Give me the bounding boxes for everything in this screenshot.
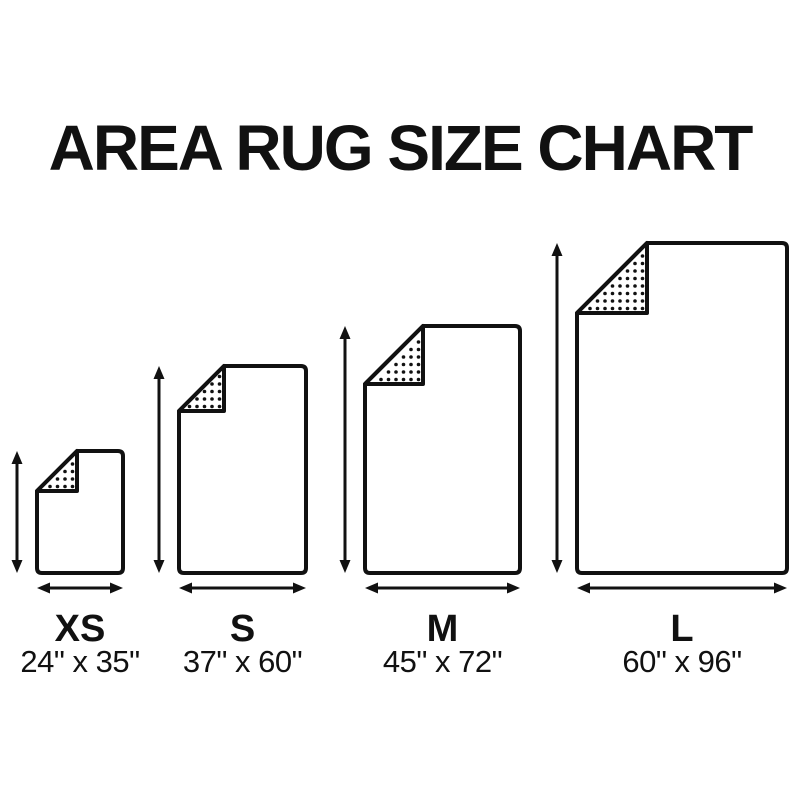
rug-outline bbox=[575, 241, 789, 575]
width-arrow bbox=[365, 582, 520, 594]
fold-flap bbox=[177, 364, 226, 413]
dimensions-label: 24" x 35" bbox=[20, 644, 139, 679]
size-label: M bbox=[427, 608, 459, 650]
dimensions-label: 45" x 72" bbox=[383, 644, 502, 679]
width-arrow bbox=[577, 582, 787, 594]
width-arrow bbox=[37, 582, 123, 594]
dimensions-label: 37" x 60" bbox=[183, 644, 302, 679]
width-arrow bbox=[179, 582, 306, 594]
rug-outline bbox=[177, 364, 308, 575]
height-arrow bbox=[551, 243, 563, 573]
height-arrow bbox=[153, 366, 165, 573]
fold-flap bbox=[575, 241, 649, 315]
size-label: XS bbox=[55, 608, 106, 650]
rug-group-l: L60" x 96" bbox=[551, 241, 789, 679]
fold-dots-pattern bbox=[379, 340, 421, 382]
fold-dots-pattern bbox=[187, 374, 222, 409]
size-label: L bbox=[670, 608, 693, 650]
height-arrow bbox=[11, 451, 23, 573]
height-arrow bbox=[339, 326, 351, 573]
rug-group-m: M45" x 72" bbox=[339, 324, 522, 679]
rug-outline bbox=[35, 449, 125, 575]
fold-dots-pattern bbox=[48, 462, 75, 489]
page-title: AREA RUG SIZE CHART bbox=[48, 112, 754, 184]
fold-flap bbox=[363, 324, 425, 386]
fold-dots-pattern bbox=[588, 254, 645, 311]
fold-flap bbox=[35, 449, 79, 493]
rug-group-s: S37" x 60" bbox=[153, 364, 308, 679]
size-label: S bbox=[230, 608, 255, 650]
dimensions-label: 60" x 96" bbox=[622, 644, 741, 679]
rug-outline bbox=[363, 324, 522, 575]
